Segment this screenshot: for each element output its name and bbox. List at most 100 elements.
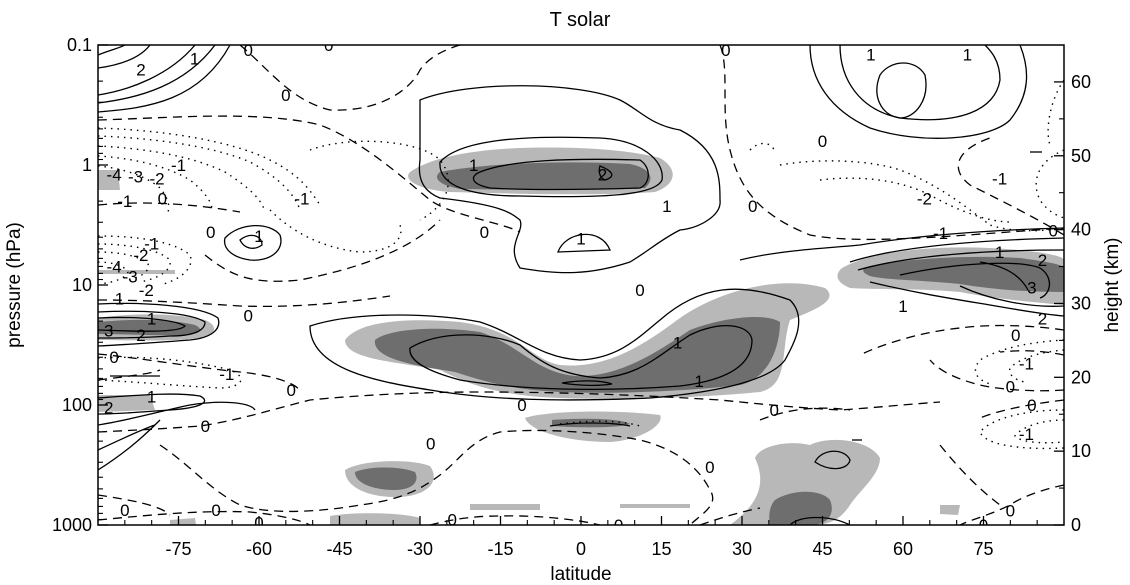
zero-contour-5 <box>98 295 391 308</box>
zero-contour-16 <box>98 510 311 525</box>
contour-trop-bottom <box>549 422 631 427</box>
contour-nh-bottom <box>789 516 851 525</box>
x-tick-label: 60 <box>893 539 913 559</box>
contour-label: 3 <box>1027 279 1036 298</box>
contour-label: 0 <box>1011 326 1020 345</box>
contour-sh-cell-inner <box>239 234 263 249</box>
contour-tropical-upper-outer <box>418 85 721 274</box>
zero-contour-8 <box>98 353 301 393</box>
contour-label: 1 <box>469 156 478 175</box>
contour-label: -2 <box>139 281 154 300</box>
contour-label: 1 <box>963 46 972 65</box>
neg-contour-4 <box>98 155 213 211</box>
contour-label: -1 <box>1019 354 1034 373</box>
contour-label: 1 <box>147 309 156 328</box>
contour-label: 1 <box>673 333 682 352</box>
y-right-tick-label: 0 <box>1071 515 1081 535</box>
zero-contour-4 <box>204 219 441 282</box>
zero-contour-9 <box>98 369 161 381</box>
x-tick-label: -15 <box>487 539 513 559</box>
contour-sh-low-4 <box>98 424 156 451</box>
contour-label: 0 <box>281 86 290 105</box>
x-tick-label: -75 <box>165 539 191 559</box>
x-tick-label: -60 <box>246 539 272 559</box>
zero-contour-6 <box>719 45 1064 241</box>
contour-label: -4 <box>107 257 122 276</box>
contour-sh-low-2 <box>98 401 256 426</box>
contour-nh-mid-2 <box>849 237 1064 263</box>
contour-label: -3 <box>128 168 143 187</box>
contour-label: 2 <box>104 399 113 418</box>
contour-nh-top-1 <box>839 45 1001 121</box>
contour-label: 0 <box>721 41 730 60</box>
shade-sh-low-dark <box>355 467 417 490</box>
y-axis-label: pressure (hPa) <box>4 222 25 348</box>
contour-sh-upper-1 <box>98 45 196 96</box>
zero-contour-20 <box>939 444 1001 506</box>
contour-label: 1 <box>866 46 875 65</box>
contour-label: 0 <box>480 223 489 242</box>
contour-label: 0 <box>211 501 220 520</box>
contour-label: 3 <box>104 322 113 341</box>
contour-label: 0 <box>109 348 118 367</box>
shaded-regions <box>98 147 1064 525</box>
contour-label: 1 <box>576 230 585 249</box>
zero-contour-18 <box>699 507 761 525</box>
contour-label: 1 <box>254 227 263 246</box>
contour-label: 0 <box>426 435 435 454</box>
shade-sh-lowerleft-light <box>98 395 155 412</box>
y-right-tick-label: 20 <box>1071 367 1091 387</box>
contour-label: 2 <box>1038 251 1047 270</box>
shade-bottom-mid-light <box>330 513 420 525</box>
neg-contour-18 <box>974 339 1064 385</box>
neg-contour-7 <box>98 235 192 286</box>
contour-label: -2 <box>133 246 148 265</box>
contour-label: -3 <box>123 268 138 287</box>
neg-contour-12 <box>98 356 242 389</box>
zero-contour-14 <box>159 429 714 525</box>
neg-contour-10 <box>98 261 129 285</box>
contour-label: 0 <box>201 417 210 436</box>
neg-contour-6 <box>309 140 449 221</box>
y-right-tick-label: 30 <box>1071 293 1091 313</box>
contour-nh-low-loop <box>814 450 851 470</box>
neg-contour-11 <box>269 209 402 253</box>
contour-sh-low-3 <box>98 419 161 471</box>
neg-contour-21 <box>1014 419 1064 444</box>
contour-nh-top-core <box>876 62 927 119</box>
zero-contour-3 <box>98 202 241 213</box>
x-tick-label: 0 <box>576 539 586 559</box>
zero-contour-21 <box>759 407 851 421</box>
contour-label: 0 <box>1027 396 1036 415</box>
neg-contour-8 <box>98 243 171 283</box>
zero-contour-1 <box>239 45 461 111</box>
contour-label: 2 <box>136 60 145 79</box>
neg-contour-17 <box>749 142 776 153</box>
zero-contour-7 <box>957 137 1064 236</box>
y-right-tick-label: 10 <box>1071 441 1091 461</box>
contour-label: -1 <box>992 170 1007 189</box>
shade-tropical-lower-dark <box>374 316 780 393</box>
contour-label: -2 <box>149 170 164 189</box>
contour-sh-mid-3 <box>98 316 186 332</box>
contour-label: 1 <box>115 290 124 309</box>
contour-label: 0 <box>705 458 714 477</box>
contour-label: 0 <box>748 197 757 216</box>
y-tick-label: 1000 <box>52 515 92 535</box>
contour-tropical-upper-2 <box>472 158 649 191</box>
y-right-tick-label: 60 <box>1071 72 1091 92</box>
shade-nh-mid-dark <box>863 256 1064 292</box>
contour-label: 1 <box>662 197 671 216</box>
zero-contour-2 <box>98 115 521 233</box>
neg-contour-14 <box>819 177 1011 223</box>
contour-tropical-upper-core <box>598 165 613 181</box>
y-right-tick-label: 40 <box>1071 220 1091 240</box>
neg-contour-1 <box>98 127 321 206</box>
contour-sh-upper-4 <box>98 45 126 56</box>
contour-label: 1 <box>995 243 1004 262</box>
contour-sh-mid-2 <box>98 310 206 339</box>
neg-contour-16 <box>1047 79 1064 146</box>
contour-label: 0 <box>1049 221 1058 240</box>
